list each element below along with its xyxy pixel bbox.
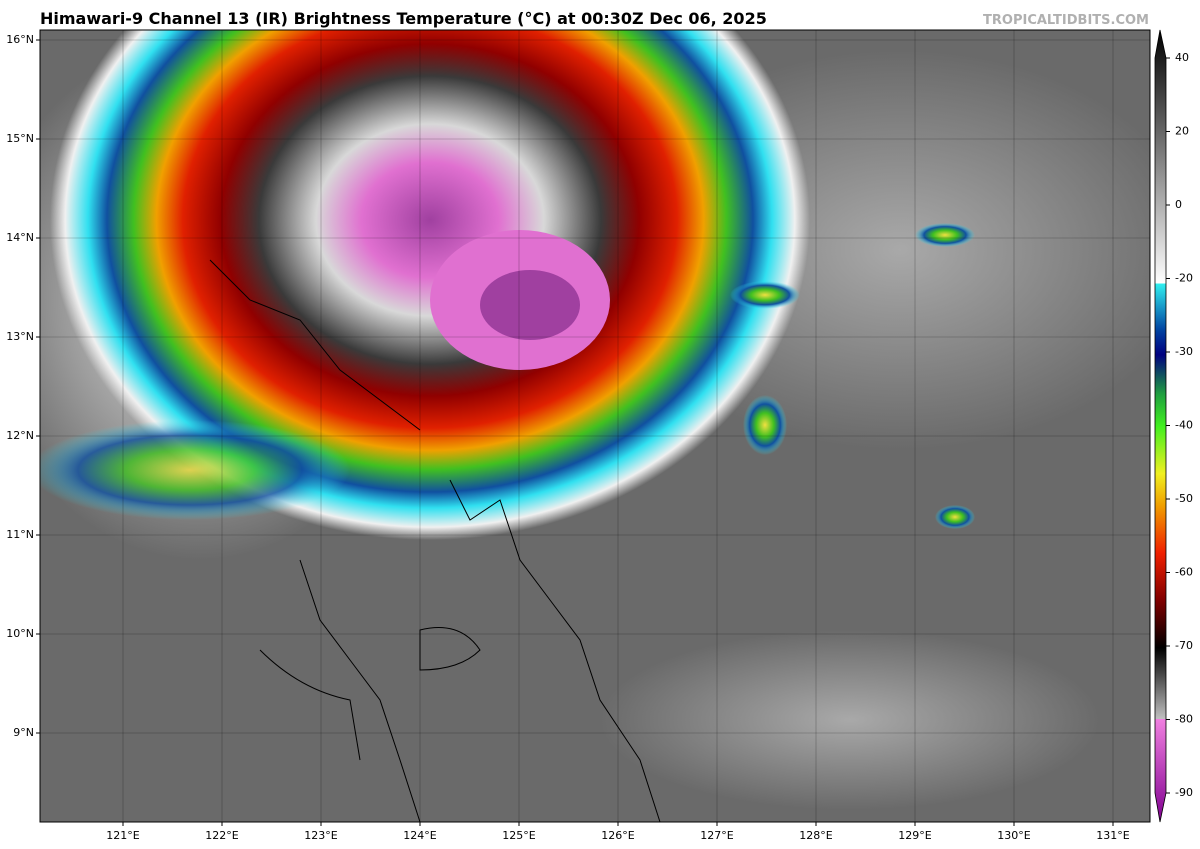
- lat-label: 11°N: [6, 528, 34, 541]
- coastline: [209, 259, 661, 822]
- cell: [743, 395, 787, 455]
- cell: [730, 281, 800, 309]
- map-frame: [39, 29, 1151, 823]
- lon-label: 124°E: [403, 829, 436, 842]
- lat-label: 16°N: [6, 33, 34, 46]
- colorbar-label: -40: [1175, 419, 1193, 432]
- lon-label: 123°E: [304, 829, 337, 842]
- colorbar-label: 0: [1175, 198, 1182, 211]
- colorbar-label: -30: [1175, 345, 1193, 358]
- graticule: [40, 30, 1150, 822]
- colorbar-label: -70: [1175, 639, 1193, 652]
- colorbar-label: -90: [1175, 786, 1193, 799]
- lon-label: 131°E: [1096, 829, 1129, 842]
- cold-top: [480, 270, 580, 340]
- lon-label: 130°E: [997, 829, 1030, 842]
- imagery: [40, 30, 1150, 822]
- lon-label: 126°E: [601, 829, 634, 842]
- lat-label: 9°N: [13, 726, 34, 739]
- band: [40, 420, 350, 520]
- cell: [935, 505, 975, 529]
- lat-label: 10°N: [6, 627, 34, 640]
- colorbar-label: -20: [1175, 272, 1193, 285]
- lon-label: 128°E: [799, 829, 832, 842]
- title: Himawari-9 Channel 13 (IR) Brightness Te…: [40, 9, 767, 28]
- colorbar-label: -60: [1175, 566, 1193, 579]
- source: TROPICALTIDBITS.COM: [983, 13, 1149, 28]
- lon-label: 129°E: [898, 829, 931, 842]
- storm: [50, 30, 810, 540]
- colorbar-label: 20: [1175, 125, 1189, 138]
- lat-label: 12°N: [6, 429, 34, 442]
- lat-label: 14°N: [6, 231, 34, 244]
- colorbar-label: -50: [1175, 492, 1193, 505]
- cell: [915, 223, 975, 247]
- cloud: [600, 630, 1100, 810]
- lon-label: 125°E: [502, 829, 535, 842]
- colorbar: [1154, 29, 1167, 823]
- lat-label: 15°N: [6, 132, 34, 145]
- lon-label: 127°E: [700, 829, 733, 842]
- lat-label: 13°N: [6, 330, 34, 343]
- colorbar-label: 40: [1175, 51, 1189, 64]
- colorbar-label: -80: [1175, 713, 1193, 726]
- lon-label: 122°E: [205, 829, 238, 842]
- lon-label: 121°E: [106, 829, 139, 842]
